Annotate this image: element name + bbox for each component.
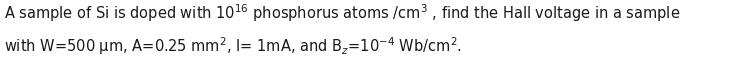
Text: with W=500 μm, A=0.25 mm$^{2}$, I= 1mA, and B$_z$=10$^{-4}$ Wb/cm$^{2}$.: with W=500 μm, A=0.25 mm$^{2}$, I= 1mA, … (4, 36, 462, 57)
Text: A sample of Si is doped with $10^{16}$ phosphorus atoms /cm$^{3}$ , find the Hal: A sample of Si is doped with $10^{16}$ p… (4, 2, 680, 24)
